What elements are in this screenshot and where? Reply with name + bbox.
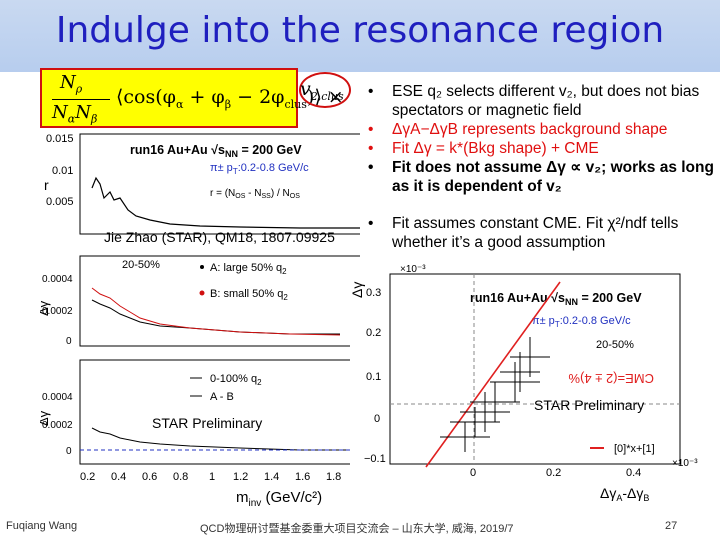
right-xtick: 0.2	[546, 467, 561, 479]
preliminary-label-right: STAR Preliminary	[534, 397, 645, 413]
panel1-pt-label: π± pT:0.2-0.8 GeV/c	[210, 162, 309, 176]
panel3-frame	[79, 359, 360, 465]
footer-event: QCD物理研讨暨基金委重大项目交流会 – 山东大学, 威海, 2019/7	[200, 523, 514, 535]
x-tick: 1.2	[233, 471, 248, 483]
panel2-series-b	[91, 287, 341, 336]
right-data-points	[440, 337, 550, 452]
right-centrality: 20-50%	[596, 339, 634, 351]
legend-a-marker	[200, 265, 204, 269]
fit-legend: [0]*x+[1]	[614, 443, 655, 455]
panel1-run-label: run16 Au+Au √sNN = 200 GeV	[130, 143, 302, 159]
right-y-exponent: ×10⁻³	[400, 264, 426, 275]
panel2-tick: 0	[66, 336, 72, 347]
slide-title: Indulge into the resonance region	[55, 10, 665, 51]
panel2-ylabel: Δγ	[40, 300, 51, 316]
v2-circle-highlight	[299, 72, 351, 108]
x-tick: 1.8	[326, 471, 341, 483]
x-tick: 0.6	[142, 471, 157, 483]
panel3-legend-a: 0-100% q2	[210, 373, 262, 387]
right-xtick: 0	[470, 467, 476, 479]
right-ytick: 0.2	[366, 327, 381, 339]
formula-v2: v2,clus	[300, 78, 344, 103]
fit-line	[425, 281, 561, 468]
footer-page-number: 27	[665, 520, 678, 532]
fraction-line	[52, 99, 110, 100]
legend-b-marker	[199, 290, 205, 296]
panel2-centrality: 20-50%	[122, 259, 160, 271]
right-xlabel: ΔγA-ΔγB	[600, 485, 649, 503]
x-tick: 1	[209, 471, 215, 483]
panel1-r-curve	[91, 176, 360, 229]
right-ytick: −0.1	[364, 453, 386, 465]
panel1-tick: 0.01	[52, 165, 73, 177]
x-axis-label: minv (GeV/c²)	[236, 489, 322, 509]
formula-box: Nρ NαNβ ⟨cos(φα + φβ − 2φclus)⟩ ×	[40, 68, 344, 128]
right-ytick: 0.3	[366, 287, 381, 299]
panel2-tick: 0.0002	[42, 306, 73, 317]
bullet-item: ESE q₂ selects different v₂, but does no…	[368, 82, 718, 120]
panel3-tick: 0.0002	[42, 420, 73, 431]
bullet-item: Fit assumes constant CME. Fit χ²/ndf tel…	[368, 214, 718, 252]
panel2-legend-b: B: small 50% q2	[210, 288, 288, 302]
panel2-series-a	[91, 299, 340, 335]
panel1-r-def: r = (NOS - NSS) / NOS	[210, 188, 300, 200]
panel3-tick: 0.0004	[42, 392, 73, 403]
x-tick: 0.2	[80, 471, 95, 483]
bullet-item: Fit Δγ = k*(Bkg shape) + CME	[368, 139, 718, 158]
right-plot: Δγ ×10⁻³ 0.3 0.2 0.1 0 −0.1 0 0.2 0.4 ×1…	[350, 262, 720, 510]
panel1-tick: 0.015	[46, 133, 74, 145]
panel1-tick: 0.005	[46, 196, 74, 208]
right-x-exponent: ×10⁻³	[672, 458, 698, 469]
x-tick: 1.4	[264, 471, 279, 483]
footer-author: Fuqiang Wang	[6, 520, 78, 532]
bullet-item: Fit does not assume Δγ ∝ v₂; works as lo…	[368, 158, 718, 214]
right-ytick: 0	[374, 413, 380, 425]
x-tick: 1.6	[295, 471, 310, 483]
formula-numerator: Nρ	[60, 72, 83, 96]
right-run-label: run16 Au+Au √sNN = 200 GeV	[470, 291, 642, 307]
title-bar	[0, 0, 720, 72]
panel3-series	[91, 427, 360, 451]
preliminary-label-left: STAR Preliminary	[152, 415, 263, 431]
left-xaxis: 0.2 0.4 0.6 0.8 1 1.2 1.4 1.6 1.8 minv (…	[80, 471, 341, 509]
right-ylabel: Δγ	[350, 282, 365, 298]
right-pt-label: π± pT:0.2-0.8 GeV/c	[532, 315, 631, 329]
panel2-legend-a: A: large 50% q2	[210, 262, 287, 276]
panel1-ylabel: r	[44, 177, 49, 193]
right-frame	[389, 273, 681, 465]
panel3-legend-b: A - B	[210, 391, 234, 403]
formula-denominator: NαNβ	[52, 102, 98, 126]
bullet-item: ΔγA−ΔγB represents background shape	[368, 120, 718, 139]
right-xtick: 0.4	[626, 467, 641, 479]
left-plot: r 0.015 0.01 0.005 run16 Au+Au √sNN = 20…	[40, 128, 360, 510]
panel2-frame	[79, 255, 360, 347]
bullet-list: ESE q₂ selects different v₂, but does no…	[368, 82, 718, 252]
credit-text: Jie Zhao (STAR), QM18, 1807.09925	[104, 229, 335, 245]
x-tick: 0.8	[173, 471, 188, 483]
panel3-tick: 0	[66, 446, 72, 457]
panel1-frame	[79, 133, 360, 235]
right-ytick: 0.1	[366, 371, 381, 383]
x-tick: 0.4	[111, 471, 126, 483]
panel3-ylabel: Δγ	[40, 410, 51, 426]
panel2-tick: 0.0004	[42, 274, 73, 285]
right-fit-text: CME=(2 ± 4)%	[568, 371, 654, 386]
